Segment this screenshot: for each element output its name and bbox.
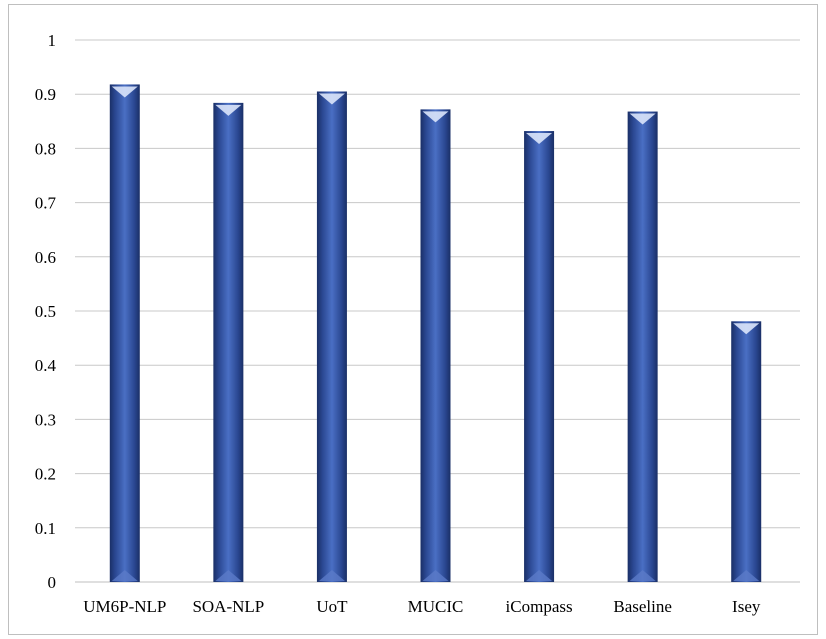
bar-top-bevel (733, 323, 760, 335)
bar-top-bevel (318, 93, 345, 105)
bar-top-bevel (111, 86, 138, 98)
bar-body (316, 91, 347, 583)
x-tick-label: UoT (316, 597, 348, 616)
bar-bottom-bevel (318, 570, 345, 581)
y-tick-label: 0.3 (35, 410, 56, 429)
bar-bottom-bevel (422, 570, 449, 581)
x-axis-labels: UM6P-NLP SOA-NLP UoT MUCIC iCompass Baseline I… (83, 597, 761, 616)
x-tick-label: iCompass (506, 597, 573, 616)
bar-bottom-bevel (526, 570, 553, 581)
bar-bottom-bevel (215, 570, 242, 581)
x-tick-label: SOA-NLP (192, 597, 264, 616)
bar-bottom-bevel (733, 570, 760, 581)
y-tick-label: 0.7 (35, 194, 57, 213)
bar (316, 91, 347, 583)
bar (731, 321, 762, 582)
bar-body (627, 111, 658, 582)
y-tick-label: 1 (48, 31, 57, 50)
bar-body (109, 84, 140, 582)
bar (524, 131, 555, 582)
bar-top-bevel (526, 133, 553, 145)
bar-bottom-bevel (629, 570, 656, 581)
y-tick-label: 0.4 (35, 356, 57, 375)
bar-body (731, 321, 762, 582)
y-tick-label: 0 (48, 573, 57, 592)
y-tick-label: 0.6 (35, 248, 56, 267)
bar (420, 109, 451, 582)
x-tick-label: UM6P-NLP (83, 597, 166, 616)
y-tick-label: 0.8 (35, 139, 56, 158)
y-tick-label: 0.1 (35, 519, 56, 538)
y-tick-label: 0.9 (35, 85, 56, 104)
bar-body (213, 102, 244, 582)
bar (213, 102, 244, 582)
bar-top-bevel (629, 113, 656, 125)
y-axis-ticks: 0 0.1 0.2 0.3 0.4 0.5 0.6 0.7 0.8 0.9 1 (35, 31, 57, 592)
bar-top-bevel (215, 104, 242, 116)
bar (109, 84, 140, 582)
bar-body (524, 131, 555, 582)
bar-bottom-bevel (111, 570, 138, 581)
bar (627, 111, 658, 582)
x-tick-label: MUCIC (408, 597, 464, 616)
y-tick-label: 0.5 (35, 302, 56, 321)
chart-frame (8, 4, 818, 635)
bar-top-bevel (422, 111, 449, 123)
y-tick-label: 0.2 (35, 465, 56, 484)
x-tick-label: Baseline (613, 597, 672, 616)
bars (109, 84, 762, 583)
bar-body (420, 109, 451, 582)
x-tick-label: Isey (732, 597, 761, 616)
